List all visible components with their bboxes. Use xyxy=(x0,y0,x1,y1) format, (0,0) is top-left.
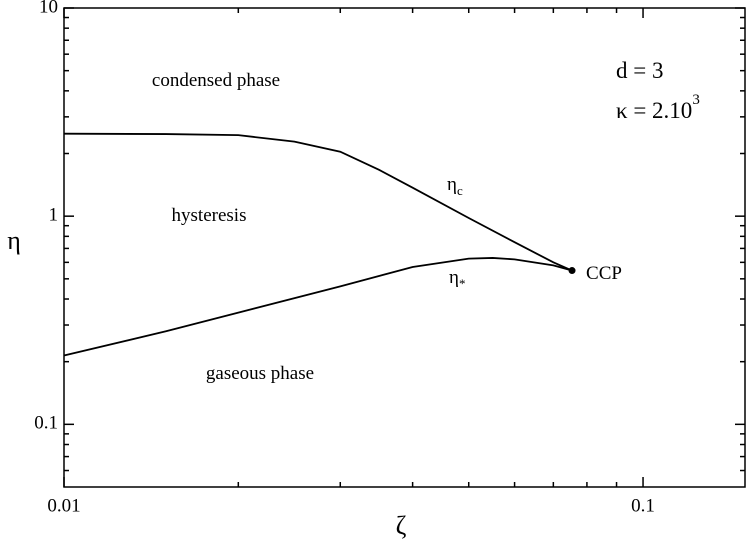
curve-label-name: η xyxy=(447,174,457,195)
y-axis-label: η xyxy=(7,226,21,255)
critical-point-label: CCP xyxy=(586,263,622,284)
annotation: κ = 2.103 xyxy=(616,92,700,123)
annotation: d = 3 xyxy=(616,58,663,83)
curve-label-name: η xyxy=(449,267,459,288)
y-tick-label: 0.1 xyxy=(34,413,58,434)
annotation-text: gaseous phase xyxy=(206,363,314,384)
curve-label-subscript: c xyxy=(457,183,463,198)
annotation-text: condensed phase xyxy=(152,70,280,91)
critical-point xyxy=(568,267,576,275)
y-tick-label: 10 xyxy=(39,0,58,17)
x-axis-label: ζ xyxy=(396,511,407,540)
curve xyxy=(63,132,573,272)
annotation: condensed phase xyxy=(152,70,280,91)
x-tick-label: 0.01 xyxy=(47,495,80,516)
annotation: hysteresis xyxy=(172,205,247,226)
annotation-text: hysteresis xyxy=(172,205,247,226)
y-tick-label: 1 xyxy=(49,205,59,226)
curve-label-subscript: * xyxy=(459,276,466,291)
annotation-superscript: 3 xyxy=(692,92,700,108)
x-tick-label: 0.1 xyxy=(631,495,655,516)
curve-label: ηc xyxy=(447,174,463,198)
annotation-text: κ = 2.10 xyxy=(616,98,692,123)
annotation: gaseous phase xyxy=(206,363,314,384)
plot-frame xyxy=(63,7,746,488)
annotation-text: d = 3 xyxy=(616,58,663,83)
curve xyxy=(63,257,573,357)
curve-label: η* xyxy=(449,267,465,291)
